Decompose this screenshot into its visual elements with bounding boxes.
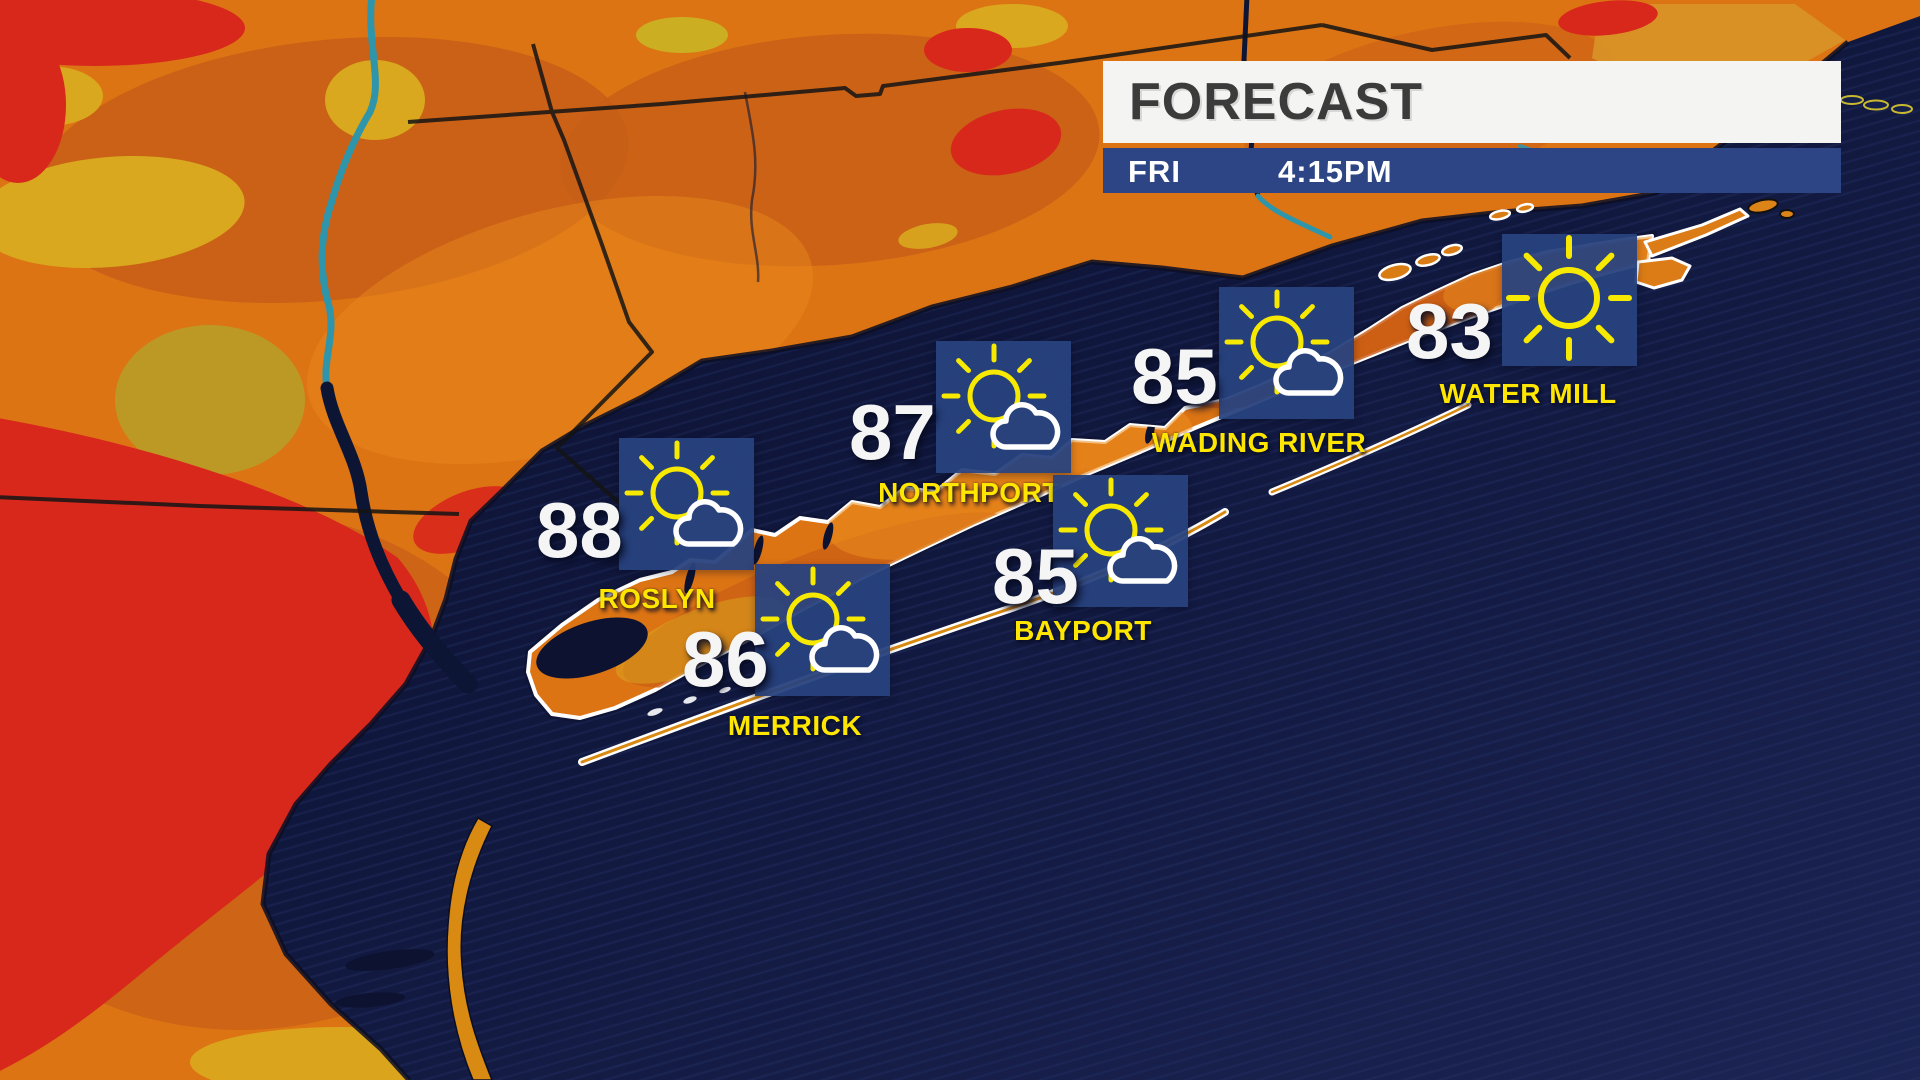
temperature-value: 87 (849, 388, 936, 476)
station-name: WATER MILL (1439, 378, 1617, 409)
temperature-value: 85 (992, 532, 1079, 620)
forecast-tile (755, 564, 890, 696)
forecast-tile (1502, 234, 1637, 366)
station-wading-river: 85 WADING RIVER (1131, 287, 1366, 458)
forecast-tile (1219, 287, 1354, 419)
station-name: ROSLYN (598, 583, 716, 614)
forecast-datetime-bar: FRI 4:15PM (1103, 148, 1841, 193)
station-merrick: 86 MERRICK (682, 564, 890, 741)
station-name: NORTHPORT (878, 477, 1060, 508)
mostly-sunny-icon (1058, 477, 1178, 584)
station-name: WADING RIVER (1151, 427, 1367, 458)
station-roslyn: 88 ROSLYN (536, 438, 754, 614)
mostly-sunny-icon (760, 566, 880, 673)
temperature-value: 83 (1406, 287, 1493, 375)
day-label: FRI (1128, 154, 1181, 189)
station-water-mill: 83 WATER MILL (1406, 234, 1637, 409)
forecast-panel-header: FORECAST (1103, 61, 1841, 143)
panel-title: FORECAST (1129, 73, 1423, 131)
station-name: MERRICK (727, 710, 863, 741)
station-name: BAYPORT (1014, 615, 1152, 646)
temperature-value: 85 (1131, 332, 1218, 420)
mostly-sunny-icon (941, 343, 1061, 450)
forecast-tile (936, 341, 1071, 473)
station-northport: 87 NORTHPORT (849, 341, 1071, 508)
forecast-tile (1053, 475, 1188, 607)
station-bayport: 85 BAYPORT (992, 475, 1188, 646)
sunny-icon (1506, 235, 1632, 361)
temperature-value: 86 (682, 615, 769, 703)
time-label: 4:15PM (1278, 154, 1393, 189)
mostly-sunny-icon (1224, 289, 1344, 396)
forecast-tile (619, 438, 754, 570)
temperature-value: 88 (536, 486, 623, 574)
mostly-sunny-icon (624, 440, 744, 547)
